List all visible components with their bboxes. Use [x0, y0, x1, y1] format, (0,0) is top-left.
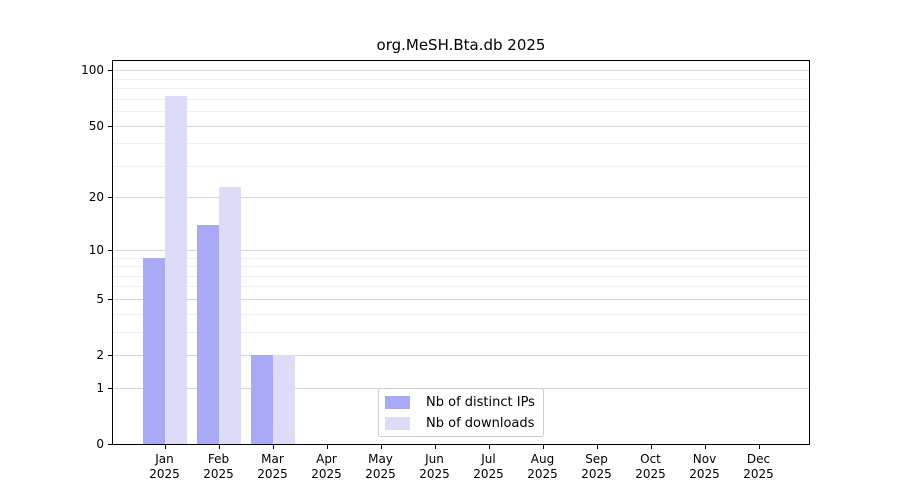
gridline-minor-6	[113, 286, 809, 288]
x-tick-label-sep: Sep 2025	[570, 452, 624, 482]
gridline-major-10	[113, 249, 809, 251]
x-tick-label-line: Apr	[316, 452, 337, 466]
chart-title: org.MeSH.Bta.db 2025	[376, 36, 546, 54]
bar-nb-of-downloads-feb	[218, 186, 241, 444]
y-tick-10	[108, 249, 112, 251]
y-tick-label-0: 0	[96, 437, 104, 451]
x-tick-dec	[758, 445, 760, 449]
x-tick-label-line: Jan	[155, 452, 174, 466]
y-tick-label-50: 50	[88, 118, 104, 133]
x-tick-nov	[704, 445, 706, 449]
x-tick-label-line: 2025	[203, 467, 234, 481]
x-tick-label-line: 2025	[365, 467, 396, 481]
x-tick-label-line: 2025	[743, 467, 774, 481]
gridline-minor-40	[113, 143, 809, 145]
x-tick-label-line: Aug	[530, 452, 555, 466]
x-tick-label-dec: Dec 2025	[732, 452, 786, 482]
legend: Nb of distinct IPs Nb of downloads	[378, 388, 544, 437]
x-tick-label-line: 2025	[149, 467, 180, 481]
x-tick-label-line: Sep	[585, 452, 608, 466]
x-tick-label-apr: Apr 2025	[300, 452, 354, 482]
bar-nb-of-downloads-jan	[164, 96, 187, 444]
x-tick-label-line: Mar	[261, 452, 284, 466]
bar-nb-of-distinct-ips-feb	[196, 224, 219, 444]
gridline-major-2	[113, 355, 809, 356]
x-tick-label-line: Nov	[692, 452, 717, 466]
x-tick-may	[380, 445, 382, 449]
gridline-minor-90	[113, 78, 809, 80]
x-tick-sep	[596, 445, 598, 449]
gridline-minor-8	[113, 266, 809, 267]
x-tick-mar	[272, 445, 274, 449]
x-tick-jun	[434, 445, 436, 449]
y-tick-0	[108, 444, 112, 445]
x-tick-feb	[218, 445, 220, 449]
x-tick-label-line: Feb	[207, 452, 230, 466]
x-tick-label-aug: Aug 2025	[516, 452, 570, 482]
y-tick-label-2: 2	[96, 348, 104, 362]
gridline-minor-7	[113, 275, 809, 277]
y-tick-label-100: 100	[81, 63, 104, 78]
x-tick-label-line: 2025	[419, 467, 450, 481]
x-tick-label-line: Jul	[481, 452, 496, 466]
gridline-major-100	[113, 70, 809, 72]
x-tick-label-jan: Jan 2025	[138, 452, 192, 482]
y-tick-20	[108, 197, 112, 199]
bar-nb-of-downloads-mar	[272, 355, 295, 444]
x-tick-label-line: Oct	[640, 452, 661, 466]
x-tick-label-jul: Jul 2025	[462, 452, 516, 482]
x-tick-label-line: 2025	[689, 467, 720, 481]
gridline-major-20	[113, 197, 809, 199]
gridline-minor-4	[113, 313, 809, 315]
x-tick-label-line: 2025	[473, 467, 504, 481]
x-tick-label-line: 2025	[635, 467, 666, 481]
gridline-minor-80	[113, 88, 809, 89]
legend-item-downloads: Nb of downloads	[385, 414, 543, 432]
x-tick-label-oct: Oct 2025	[624, 452, 678, 482]
gridline-minor-70	[113, 98, 809, 100]
x-tick-oct	[650, 445, 652, 449]
x-tick-label-line: May	[368, 452, 393, 466]
x-tick-jan	[164, 445, 166, 449]
legend-item-distinct-ips: Nb of distinct IPs	[385, 393, 543, 411]
x-tick-label-line: 2025	[311, 467, 342, 481]
gridline-minor-3	[113, 331, 809, 333]
gridline-major-5	[113, 298, 809, 300]
x-tick-label-feb: Feb 2025	[192, 452, 246, 482]
legend-label-distinct-ips: Nb of distinct IPs	[426, 394, 535, 410]
x-tick-label-nov: Nov 2025	[678, 452, 732, 482]
x-tick-jul	[488, 445, 490, 449]
plot-area	[112, 60, 810, 445]
gridline-minor-60	[113, 110, 809, 112]
y-tick-100	[108, 70, 112, 72]
x-tick-label-jun: Jun 2025	[408, 452, 462, 482]
x-tick-label-line: Dec	[746, 452, 771, 466]
bar-nb-of-distinct-ips-mar	[250, 355, 273, 444]
gridline-major-50	[113, 125, 809, 127]
y-tick-label-20: 20	[88, 190, 104, 205]
x-tick-label-line: 2025	[581, 467, 612, 481]
y-tick-label-5: 5	[96, 291, 104, 306]
y-tick-label-1: 1	[96, 380, 104, 395]
legend-label-downloads: Nb of downloads	[426, 415, 535, 431]
y-tick-label-10: 10	[88, 242, 104, 257]
x-tick-label-mar: Mar 2025	[246, 452, 300, 482]
x-tick-label-line: 2025	[527, 467, 558, 481]
y-tick-1	[108, 387, 112, 389]
x-tick-label-line: 2025	[257, 467, 288, 481]
legend-swatch-downloads	[385, 416, 410, 430]
bar-nb-of-distinct-ips-jan	[142, 257, 165, 444]
y-tick-2	[108, 355, 112, 356]
legend-swatch-distinct-ips	[385, 395, 410, 409]
gridline-minor-9	[113, 257, 809, 259]
y-tick-5	[108, 298, 112, 300]
x-tick-label-line: Jun	[425, 452, 444, 466]
x-tick-label-may: May 2025	[354, 452, 408, 482]
gridline-minor-30	[113, 165, 809, 167]
x-tick-aug	[542, 445, 544, 449]
y-tick-50	[108, 125, 112, 127]
x-tick-apr	[326, 445, 328, 449]
